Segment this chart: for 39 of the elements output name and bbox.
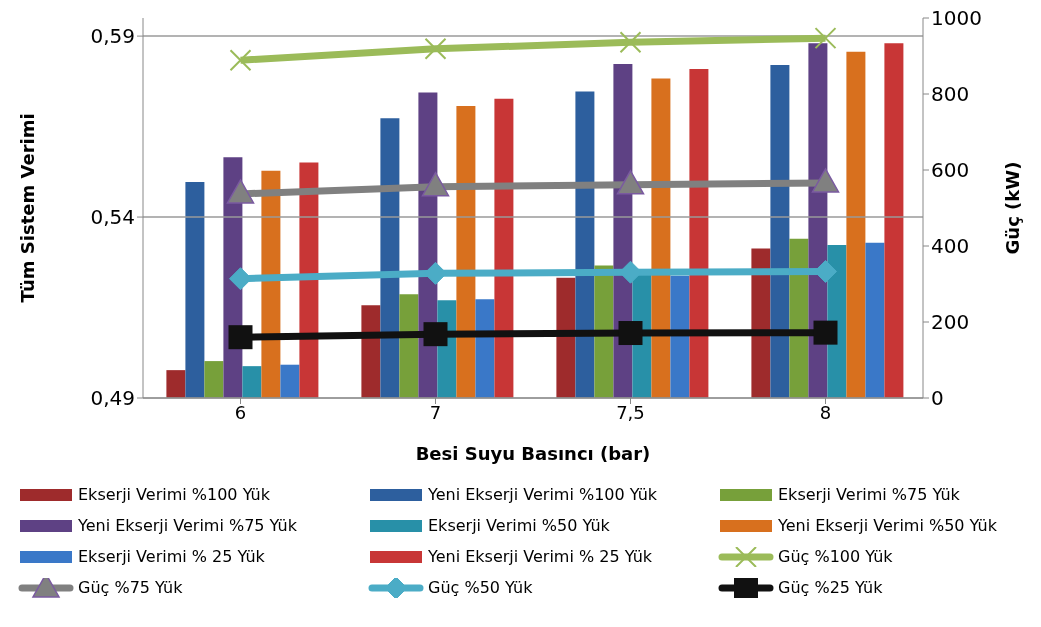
point: [228, 325, 253, 350]
y-axis-title: Tüm Sistem Verimi: [17, 113, 39, 303]
legend-label: Güç %50 Yük: [428, 578, 533, 597]
legend-label: Yeni Ekserji Verimi % 25 Yük: [428, 547, 653, 566]
point: [619, 260, 642, 284]
x-axis-title: Besi Suyu Basıncı (bar): [415, 443, 651, 464]
legend-label: Ekserji Verimi %100 Yük: [78, 485, 270, 504]
point: [424, 37, 447, 60]
y2-tick-label: 600: [931, 158, 970, 183]
x-tick-label: 8: [819, 401, 832, 423]
y2-tick-label: 400: [931, 234, 970, 259]
x-tick-label: 6: [234, 401, 247, 423]
legend-label: Yeni Ekserji Verimi %75 Yük: [78, 516, 297, 535]
legend-label: Güç %25 Yük: [778, 578, 883, 597]
legend-label: Ekserji Verimi %50 Yük: [428, 516, 610, 535]
legend-label: Ekserji Verimi %75 Yük: [778, 485, 960, 504]
point: [814, 27, 837, 50]
y-tick-label: 0,54: [90, 205, 135, 230]
y2-axis-title: Güç (kW): [1002, 161, 1024, 255]
y2-tick-label: 0: [931, 386, 944, 411]
legend-label: Güç %100 Yük: [778, 547, 893, 566]
legend-label: Yeni Ekserji Verimi %50 Yük: [778, 516, 997, 535]
y-tick-label: 0,49: [90, 386, 135, 411]
point: [229, 49, 252, 72]
point: [618, 321, 643, 346]
point: [424, 261, 447, 285]
x-tick-label: 7: [429, 401, 442, 423]
y2-tick-label: 200: [931, 310, 970, 335]
point: [813, 320, 838, 345]
y2-tick-label: 1000: [931, 6, 982, 31]
point: [423, 322, 448, 347]
legend-label: Ekserji Verimi % 25 Yük: [78, 547, 265, 566]
y-tick-label: 0,59: [90, 24, 135, 49]
point: [229, 267, 252, 291]
point: [619, 31, 642, 54]
legend-label: Güç %75 Yük: [78, 578, 183, 597]
x-tick-label: 7,5: [616, 401, 645, 423]
legend-label: Yeni Ekserji Verimi %100 Yük: [428, 485, 658, 504]
y2-tick-label: 800: [931, 82, 970, 107]
